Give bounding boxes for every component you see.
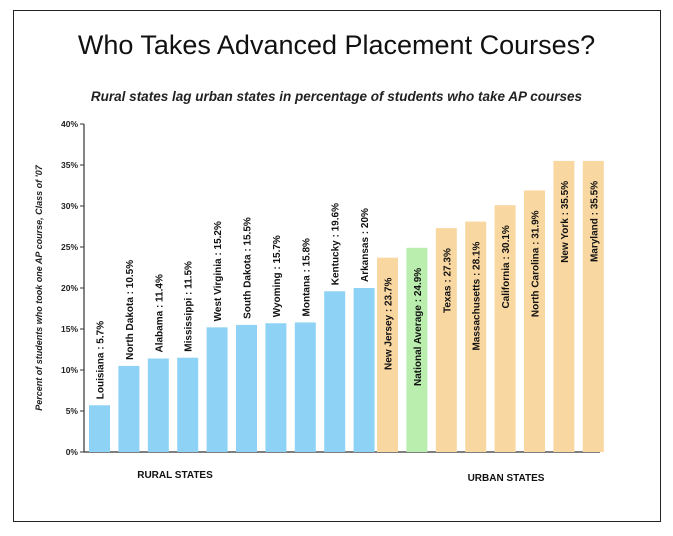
- bar-label: California : 30.1%: [501, 225, 512, 308]
- chart-subtitle: Rural states lag urban states in percent…: [90, 89, 583, 104]
- y-tick-label: 0%: [66, 447, 79, 457]
- y-axis-title: Percent of students who took one AP cour…: [34, 164, 44, 411]
- bar-label: Mississippi : 11.5%: [184, 261, 195, 352]
- bar-label: Maryland : 35.5%: [589, 181, 600, 262]
- chart-title: Who Takes Advanced Placement Courses?: [77, 30, 596, 60]
- group-label: RURAL STATES: [137, 470, 213, 481]
- bar-label: Wyoming : 15.7%: [272, 235, 283, 317]
- bar-label: Alabama : 11.4%: [154, 274, 165, 352]
- bar-label: Texas : 27.3%: [442, 248, 453, 313]
- bar: [465, 221, 487, 452]
- bar-label: South Dakota : 15.5%: [243, 217, 254, 319]
- bar: [147, 358, 169, 452]
- bar: [206, 327, 228, 452]
- y-tick-label: 35%: [61, 160, 78, 170]
- bar-label: Louisiana : 5.7%: [96, 321, 107, 399]
- axis-layer: 0% 5% 10% 15% 20% 25% 30% 35% 40% Percent of stud…: [34, 119, 600, 457]
- bar: [553, 160, 575, 452]
- bar: [582, 160, 604, 452]
- bar: [353, 288, 375, 452]
- bar-label: West Virginia : 15.2%: [213, 221, 224, 321]
- bar-label: North Carolina : 31.9%: [531, 210, 542, 317]
- bar: [524, 190, 545, 453]
- y-tick-label: 20%: [61, 283, 78, 293]
- bar: [377, 257, 398, 452]
- bar: [494, 205, 516, 452]
- labels-layer: Louisiana : 5.7% North Dakota : 10.5% Alab…: [96, 181, 601, 484]
- bar: [294, 322, 316, 452]
- bar: [406, 247, 428, 452]
- bar-label: North Dakota : 10.5%: [125, 260, 136, 360]
- bar: [177, 357, 199, 452]
- bar: [265, 323, 287, 452]
- y-tick-label: 15%: [61, 324, 78, 334]
- bar-label: New Jersey : 23.7%: [384, 278, 395, 370]
- bar-label: New York : 35.5%: [560, 181, 571, 263]
- bar: [118, 365, 140, 452]
- group-label: URBAN STATES: [468, 473, 545, 484]
- y-tick-label: 40%: [61, 119, 78, 129]
- bar-label: Arkansas : 20%: [360, 208, 371, 282]
- bar: [435, 228, 457, 452]
- y-tick-label: 5%: [66, 406, 79, 416]
- bar-label: Massachusetts : 28.1%: [472, 241, 483, 350]
- bars-layer: [89, 160, 604, 453]
- y-tick-label: 25%: [61, 242, 78, 252]
- bar: [324, 291, 346, 452]
- bar: [236, 324, 257, 452]
- bar-label: Montana : 15.8%: [301, 238, 312, 316]
- bar-label: National Average : 24.9%: [413, 268, 424, 386]
- bar-label: Kentucky : 19.6%: [331, 203, 342, 285]
- y-tick-label: 30%: [61, 201, 78, 211]
- bar: [89, 405, 110, 452]
- y-tick-label: 10%: [61, 365, 78, 375]
